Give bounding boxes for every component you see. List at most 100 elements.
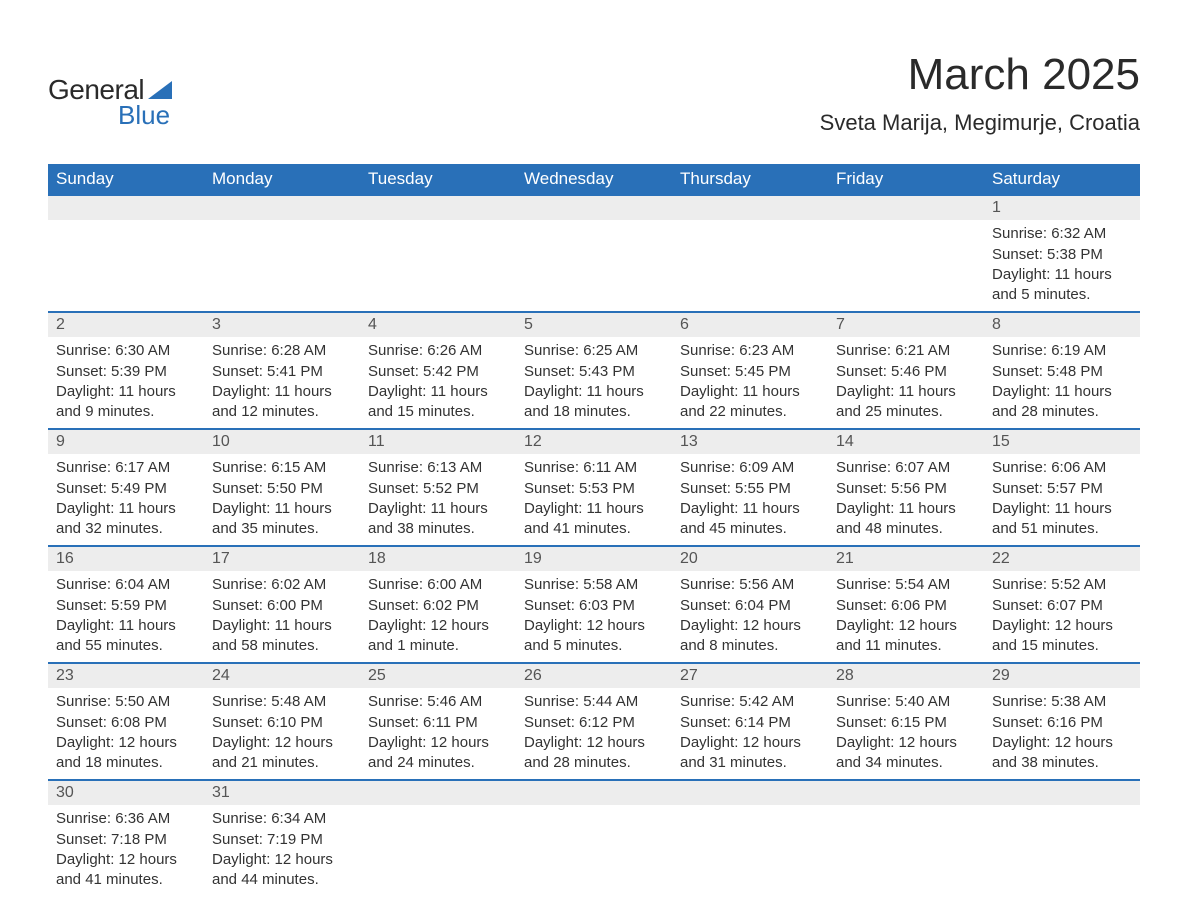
calendar-day-cell: 3Sunrise: 6:28 AMSunset: 5:41 PMDaylight…: [204, 312, 360, 429]
sunset-line: Sunset: 5:39 PM: [56, 362, 196, 382]
sunrise-line: Sunrise: 6:26 AM: [368, 341, 508, 361]
day-details: Sunrise: 6:23 AMSunset: 5:45 PMDaylight:…: [672, 337, 828, 428]
day-number: 22: [984, 547, 1140, 571]
sunset-line: Sunset: 5:56 PM: [836, 479, 976, 499]
calendar-day-cell: 24Sunrise: 5:48 AMSunset: 6:10 PMDayligh…: [204, 663, 360, 780]
sunrise-line: Sunrise: 5:46 AM: [368, 692, 508, 712]
day-number: 11: [360, 430, 516, 454]
daylight-line: Daylight: 12 hours and 11 minutes.: [836, 616, 976, 655]
day-details: Sunrise: 5:40 AMSunset: 6:15 PMDaylight:…: [828, 688, 984, 779]
day-number: [360, 781, 516, 805]
daylight-line: Daylight: 12 hours and 44 minutes.: [212, 850, 352, 889]
sunset-line: Sunset: 5:53 PM: [524, 479, 664, 499]
calendar-day-cell: 2Sunrise: 6:30 AMSunset: 5:39 PMDaylight…: [48, 312, 204, 429]
weekday-header: Thursday: [672, 164, 828, 195]
sunset-line: Sunset: 5:57 PM: [992, 479, 1132, 499]
day-number: 3: [204, 313, 360, 337]
sunrise-line: Sunrise: 6:19 AM: [992, 341, 1132, 361]
day-number: 20: [672, 547, 828, 571]
daylight-line: Daylight: 11 hours and 58 minutes.: [212, 616, 352, 655]
calendar-day-cell: 6Sunrise: 6:23 AMSunset: 5:45 PMDaylight…: [672, 312, 828, 429]
sunrise-line: Sunrise: 6:06 AM: [992, 458, 1132, 478]
sunrise-line: Sunrise: 5:54 AM: [836, 575, 976, 595]
sunrise-line: Sunrise: 6:11 AM: [524, 458, 664, 478]
calendar-week-row: 1Sunrise: 6:32 AMSunset: 5:38 PMDaylight…: [48, 195, 1140, 312]
day-number: 15: [984, 430, 1140, 454]
sunrise-line: Sunrise: 6:15 AM: [212, 458, 352, 478]
calendar-day-cell: 27Sunrise: 5:42 AMSunset: 6:14 PMDayligh…: [672, 663, 828, 780]
weekday-header: Friday: [828, 164, 984, 195]
daylight-line: Daylight: 12 hours and 15 minutes.: [992, 616, 1132, 655]
day-number: 5: [516, 313, 672, 337]
sunset-line: Sunset: 5:48 PM: [992, 362, 1132, 382]
daylight-line: Daylight: 11 hours and 45 minutes.: [680, 499, 820, 538]
sunset-line: Sunset: 7:19 PM: [212, 830, 352, 850]
day-number: 31: [204, 781, 360, 805]
daylight-line: Daylight: 12 hours and 21 minutes.: [212, 733, 352, 772]
location-subtitle: Sveta Marija, Megimurje, Croatia: [820, 110, 1140, 136]
header: General Blue March 2025 Sveta Marija, Me…: [48, 50, 1140, 136]
daylight-line: Daylight: 12 hours and 41 minutes.: [56, 850, 196, 889]
day-details: Sunrise: 6:25 AMSunset: 5:43 PMDaylight:…: [516, 337, 672, 428]
day-number: [828, 196, 984, 220]
daylight-line: Daylight: 11 hours and 55 minutes.: [56, 616, 196, 655]
day-number: [672, 196, 828, 220]
calendar-day-cell: 25Sunrise: 5:46 AMSunset: 6:11 PMDayligh…: [360, 663, 516, 780]
calendar-week-row: 16Sunrise: 6:04 AMSunset: 5:59 PMDayligh…: [48, 546, 1140, 663]
daylight-line: Daylight: 11 hours and 51 minutes.: [992, 499, 1132, 538]
calendar-day-cell: 23Sunrise: 5:50 AMSunset: 6:08 PMDayligh…: [48, 663, 204, 780]
sunrise-line: Sunrise: 5:42 AM: [680, 692, 820, 712]
day-number: 4: [360, 313, 516, 337]
weekday-header: Saturday: [984, 164, 1140, 195]
sunrise-line: Sunrise: 6:32 AM: [992, 224, 1132, 244]
day-details: [828, 220, 984, 250]
day-number: 18: [360, 547, 516, 571]
day-details: [48, 220, 204, 250]
daylight-line: Daylight: 11 hours and 18 minutes.: [524, 382, 664, 421]
daylight-line: Daylight: 12 hours and 28 minutes.: [524, 733, 664, 772]
sunset-line: Sunset: 6:12 PM: [524, 713, 664, 733]
day-number: 27: [672, 664, 828, 688]
day-number: 19: [516, 547, 672, 571]
logo-triangle-icon: [148, 81, 172, 99]
daylight-line: Daylight: 11 hours and 5 minutes.: [992, 265, 1132, 304]
day-number: 29: [984, 664, 1140, 688]
sunrise-line: Sunrise: 5:56 AM: [680, 575, 820, 595]
day-details: [360, 805, 516, 835]
calendar-day-cell: [828, 195, 984, 312]
sunrise-line: Sunrise: 6:28 AM: [212, 341, 352, 361]
sunset-line: Sunset: 6:06 PM: [836, 596, 976, 616]
calendar-day-cell: [360, 780, 516, 896]
day-number: [516, 781, 672, 805]
daylight-line: Daylight: 12 hours and 18 minutes.: [56, 733, 196, 772]
daylight-line: Daylight: 12 hours and 1 minute.: [368, 616, 508, 655]
calendar-day-cell: 30Sunrise: 6:36 AMSunset: 7:18 PMDayligh…: [48, 780, 204, 896]
calendar-week-row: 30Sunrise: 6:36 AMSunset: 7:18 PMDayligh…: [48, 780, 1140, 896]
day-number: 23: [48, 664, 204, 688]
calendar-day-cell: 20Sunrise: 5:56 AMSunset: 6:04 PMDayligh…: [672, 546, 828, 663]
calendar-day-cell: 10Sunrise: 6:15 AMSunset: 5:50 PMDayligh…: [204, 429, 360, 546]
month-title: March 2025: [820, 50, 1140, 100]
day-number: 6: [672, 313, 828, 337]
calendar-day-cell: 22Sunrise: 5:52 AMSunset: 6:07 PMDayligh…: [984, 546, 1140, 663]
sunset-line: Sunset: 6:00 PM: [212, 596, 352, 616]
title-block: March 2025 Sveta Marija, Megimurje, Croa…: [820, 50, 1140, 136]
daylight-line: Daylight: 11 hours and 38 minutes.: [368, 499, 508, 538]
day-number: 17: [204, 547, 360, 571]
calendar-day-cell: 29Sunrise: 5:38 AMSunset: 6:16 PMDayligh…: [984, 663, 1140, 780]
sunrise-line: Sunrise: 5:40 AM: [836, 692, 976, 712]
sunrise-line: Sunrise: 6:13 AM: [368, 458, 508, 478]
day-number: 12: [516, 430, 672, 454]
day-number: 8: [984, 313, 1140, 337]
day-number: 25: [360, 664, 516, 688]
sunset-line: Sunset: 5:43 PM: [524, 362, 664, 382]
day-details: [984, 805, 1140, 835]
calendar-day-cell: 14Sunrise: 6:07 AMSunset: 5:56 PMDayligh…: [828, 429, 984, 546]
day-details: Sunrise: 6:26 AMSunset: 5:42 PMDaylight:…: [360, 337, 516, 428]
sunset-line: Sunset: 5:41 PM: [212, 362, 352, 382]
calendar-day-cell: [48, 195, 204, 312]
day-number: [48, 196, 204, 220]
calendar-day-cell: 11Sunrise: 6:13 AMSunset: 5:52 PMDayligh…: [360, 429, 516, 546]
calendar-day-cell: [672, 195, 828, 312]
day-details: [672, 805, 828, 835]
